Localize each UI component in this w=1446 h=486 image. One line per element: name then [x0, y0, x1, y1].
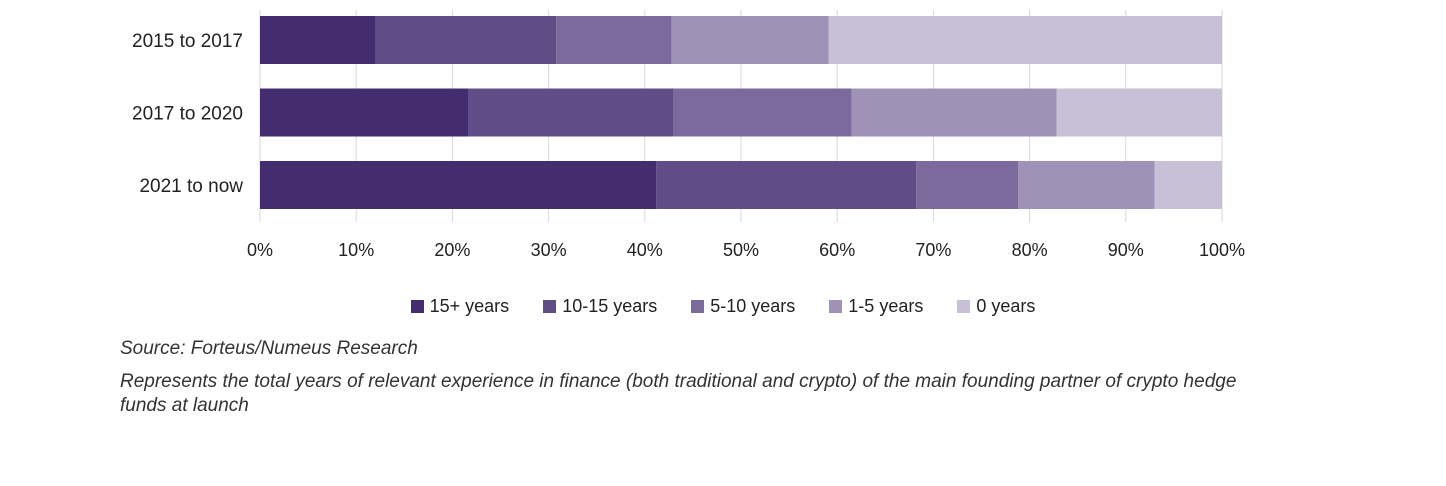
legend-label: 0 years — [976, 296, 1036, 316]
x-tick-label: 80% — [1012, 240, 1048, 260]
category-labels: 2015 to 2017 2017 to 2020 2021 to now — [132, 31, 243, 197]
x-tick-label: 40% — [627, 240, 663, 260]
category-label: 2015 to 2017 — [132, 31, 243, 52]
legend-label: 5-10 years — [710, 296, 796, 316]
bar-segment-3-3 — [916, 161, 1019, 209]
x-tick-labels: 0% 10% 20% 30% 40% 50% 60% 70% 80% 90% 100% — [247, 240, 1245, 260]
bar-segment-1-2 — [375, 16, 557, 64]
legend-label: 10-15 years — [562, 296, 658, 316]
bar-segment-3-1 — [260, 161, 657, 209]
legend-label: 15+ years — [429, 296, 510, 316]
x-tick-label: 70% — [915, 240, 951, 260]
bar-segment-1-4 — [671, 16, 829, 64]
bar-segment-2-5 — [1056, 88, 1222, 137]
legend-swatch — [829, 300, 843, 313]
description-note: Represents the total years of relevant e… — [120, 371, 1237, 416]
x-tick-label: 30% — [531, 240, 567, 260]
legend: 15+ years 10-15 years 5-10 years 1-5 years 0… — [0, 296, 1446, 317]
legend-item: 10-15 years — [543, 296, 657, 317]
legend-swatch — [543, 300, 557, 313]
legend-item: 5-10 years — [691, 296, 795, 317]
bar-segment-2-4 — [851, 88, 1057, 137]
x-tick-label: 50% — [723, 240, 759, 260]
bar-segment-2-1 — [260, 88, 469, 137]
bar-segment-3-2 — [656, 161, 917, 209]
legend-swatch — [691, 300, 705, 313]
bars — [260, 16, 1222, 209]
x-tick-label: 90% — [1108, 240, 1144, 260]
legend-swatch — [957, 300, 971, 313]
category-label: 2021 to now — [139, 176, 243, 197]
bar-segment-2-2 — [468, 88, 674, 137]
bar-segment-1-1 — [260, 16, 376, 64]
category-label: 2017 to 2020 — [132, 104, 243, 125]
x-tick-label: 60% — [819, 240, 855, 260]
legend-swatch — [410, 300, 424, 313]
bar-segment-1-3 — [556, 16, 672, 64]
legend-item: 0 years — [957, 296, 1035, 317]
bar-segment-3-4 — [1018, 161, 1155, 209]
stacked-bar-chart: 2015 to 2017 2017 to 2020 2021 to now 0% 10… — [132, 10, 1245, 260]
bar-segment-1-5 — [828, 16, 1222, 64]
x-tick-label: 100% — [1199, 240, 1245, 260]
bar-segment-2-3 — [673, 88, 852, 137]
bar-segment-3-5 — [1154, 161, 1222, 209]
x-tick-label: 20% — [434, 240, 470, 260]
x-tick-label: 10% — [338, 240, 374, 260]
legend-item: 1-5 years — [829, 296, 923, 317]
legend-label: 1-5 years — [848, 296, 924, 316]
legend-item: 15+ years — [410, 296, 510, 317]
x-tick-label: 0% — [247, 240, 273, 260]
source-note: Source: Forteus/Numeus Research — [120, 338, 418, 359]
